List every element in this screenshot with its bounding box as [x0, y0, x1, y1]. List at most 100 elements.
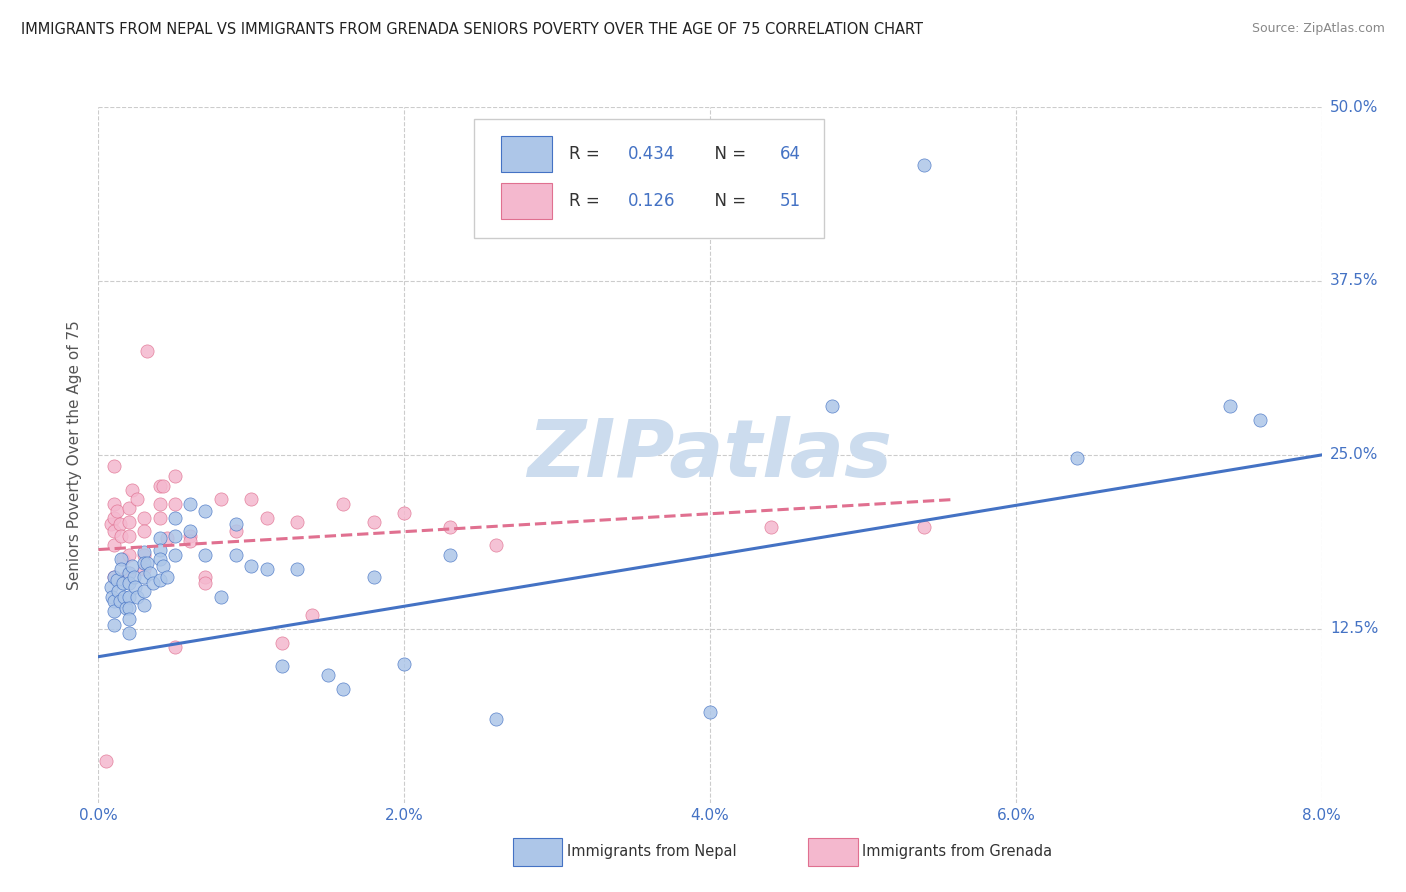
FancyBboxPatch shape	[501, 183, 553, 219]
Point	[194, 570, 217, 584]
Point	[110, 562, 132, 576]
Point	[699, 706, 721, 720]
Point	[108, 517, 131, 532]
Point	[1066, 450, 1088, 465]
FancyBboxPatch shape	[501, 136, 553, 172]
Point	[115, 601, 138, 615]
Point	[149, 573, 172, 587]
Point	[240, 492, 263, 507]
Point	[163, 528, 186, 542]
Text: Source: ZipAtlas.com: Source: ZipAtlas.com	[1251, 22, 1385, 36]
Point	[134, 524, 156, 539]
Text: N =: N =	[704, 192, 751, 210]
Point	[163, 640, 186, 654]
Point	[118, 626, 141, 640]
Point	[1249, 413, 1271, 427]
Point	[121, 483, 143, 497]
Point	[392, 657, 416, 671]
Point	[111, 576, 134, 591]
Point	[163, 468, 186, 483]
Point	[103, 617, 125, 632]
Text: Immigrants from Nepal: Immigrants from Nepal	[567, 845, 737, 859]
Text: R =: R =	[569, 145, 606, 162]
Point	[194, 576, 217, 591]
Point	[332, 681, 354, 696]
Point	[270, 636, 294, 650]
Point	[103, 538, 125, 552]
Point	[485, 538, 508, 552]
Point	[912, 159, 935, 173]
Point	[149, 478, 172, 492]
Point	[122, 570, 145, 584]
Point	[118, 612, 141, 626]
Point	[103, 510, 125, 524]
Point	[149, 552, 172, 566]
Point	[225, 548, 247, 562]
Text: Immigrants from Grenada: Immigrants from Grenada	[862, 845, 1052, 859]
Point	[134, 570, 156, 584]
Point	[209, 492, 232, 507]
Text: 37.5%: 37.5%	[1330, 274, 1378, 288]
Point	[301, 607, 323, 622]
Point	[136, 557, 159, 571]
Point	[118, 566, 141, 581]
Point	[139, 566, 162, 581]
Point	[163, 510, 186, 524]
Point	[179, 524, 201, 539]
Point	[256, 510, 278, 524]
Text: R =: R =	[569, 192, 606, 210]
Point	[94, 754, 117, 768]
Point	[118, 566, 141, 581]
Point	[285, 562, 308, 576]
Point	[149, 497, 172, 511]
Text: N =: N =	[704, 145, 751, 162]
Point	[485, 712, 508, 726]
Point	[439, 548, 461, 562]
Point	[115, 570, 138, 584]
Point	[118, 601, 141, 615]
Point	[256, 562, 278, 576]
Point	[179, 497, 201, 511]
Point	[759, 520, 782, 534]
Point	[110, 552, 132, 566]
Point	[1219, 399, 1241, 413]
Text: 51: 51	[780, 192, 801, 210]
Point	[285, 515, 308, 529]
Point	[118, 500, 141, 515]
Point	[134, 557, 156, 571]
Point	[134, 548, 156, 562]
Point	[105, 573, 128, 587]
Point	[149, 510, 172, 524]
Point	[103, 524, 125, 539]
Point	[270, 659, 294, 673]
Point	[363, 570, 385, 584]
Point	[142, 576, 165, 591]
FancyBboxPatch shape	[474, 119, 824, 238]
Point	[134, 510, 156, 524]
Point	[209, 590, 232, 604]
Text: 0.434: 0.434	[628, 145, 675, 162]
Point	[392, 507, 416, 521]
Point	[156, 532, 179, 546]
Point	[163, 548, 186, 562]
Point	[136, 343, 159, 358]
Text: 25.0%: 25.0%	[1330, 448, 1378, 462]
Point	[152, 478, 174, 492]
Point	[134, 584, 156, 599]
Point	[103, 458, 125, 473]
Text: IMMIGRANTS FROM NEPAL VS IMMIGRANTS FROM GRENADA SENIORS POVERTY OVER THE AGE OF: IMMIGRANTS FROM NEPAL VS IMMIGRANTS FROM…	[21, 22, 924, 37]
Point	[363, 515, 385, 529]
Point	[134, 562, 156, 576]
Point	[316, 667, 339, 681]
Point	[103, 570, 125, 584]
Point	[112, 590, 135, 604]
Point	[124, 580, 146, 594]
Text: 50.0%: 50.0%	[1330, 100, 1378, 114]
Point	[103, 594, 125, 608]
Point	[163, 497, 186, 511]
Point	[149, 532, 172, 546]
Point	[240, 559, 263, 574]
Y-axis label: Seniors Poverty Over the Age of 75: Seniors Poverty Over the Age of 75	[67, 320, 83, 590]
Point	[332, 497, 354, 511]
Point	[118, 548, 141, 562]
